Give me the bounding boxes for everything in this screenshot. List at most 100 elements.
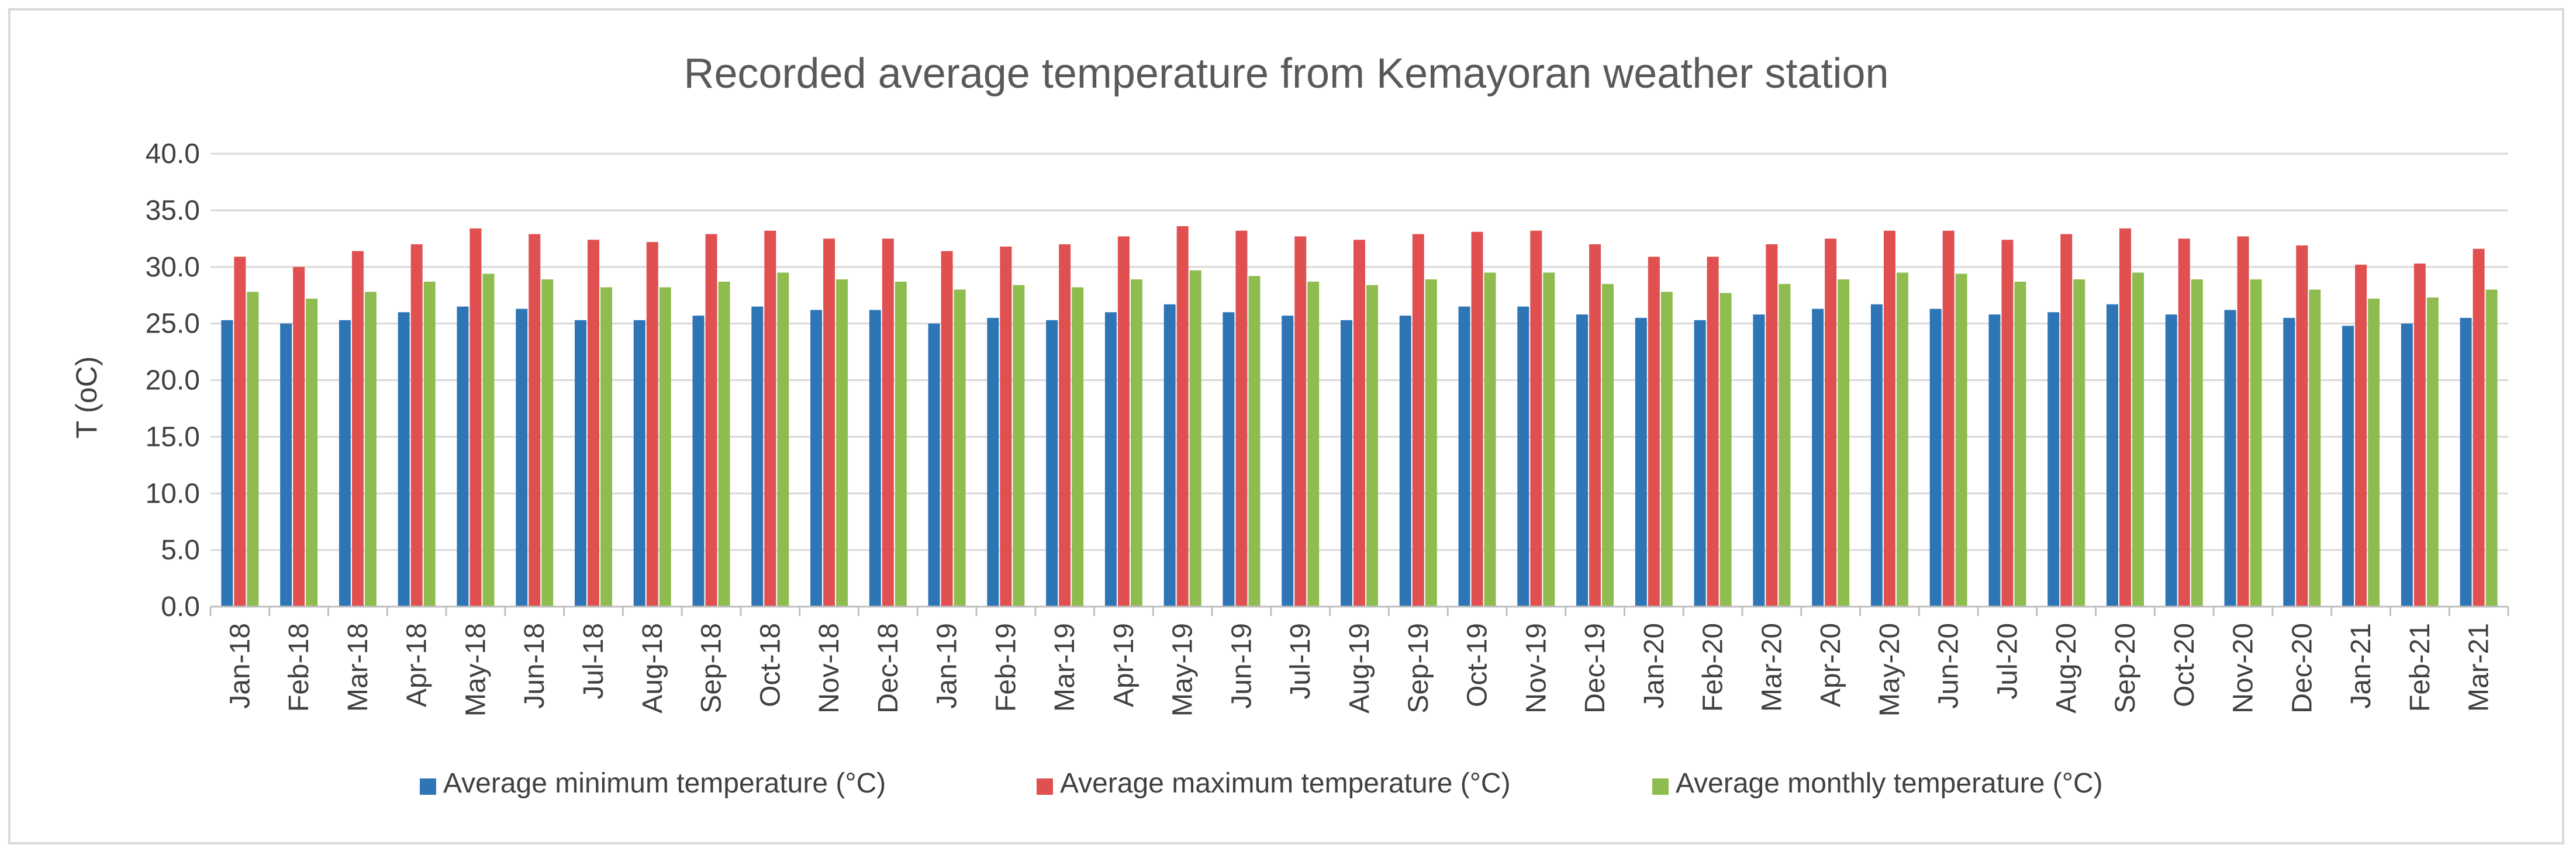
bar <box>2191 279 2203 607</box>
x-tick-label: Sep-20 <box>2110 623 2141 714</box>
chart-title: Recorded average temperature from Kemayo… <box>683 50 1888 97</box>
bar <box>2224 310 2236 607</box>
legend-swatch <box>1037 778 1053 795</box>
bar <box>941 251 953 607</box>
bar <box>1248 276 1261 607</box>
bar <box>2309 289 2321 607</box>
x-tick-label: Jan-21 <box>2346 623 2377 709</box>
bar <box>1812 309 1824 607</box>
bar <box>1753 314 1765 607</box>
bar <box>1294 236 1307 607</box>
legend-label: Average maximum temperature (°C) <box>1060 768 1511 799</box>
bar <box>529 234 541 607</box>
bar <box>1517 306 1529 607</box>
x-tick-label: Apr-19 <box>1109 623 1139 707</box>
bar <box>1484 272 1496 607</box>
bar <box>306 299 318 607</box>
legend: Average minimum temperature (°C) Average … <box>420 768 2103 799</box>
x-tick-label: Feb-21 <box>2405 623 2436 712</box>
bar <box>1130 279 1142 607</box>
bar <box>1072 287 1084 607</box>
bar <box>1000 246 1012 607</box>
bar <box>1589 244 1601 607</box>
bar <box>1707 257 1719 607</box>
x-tick-label: Dec-18 <box>873 623 904 714</box>
bar <box>1353 240 1365 607</box>
x-tick-label: Sep-18 <box>696 623 727 714</box>
x-tick-label: Mar-18 <box>343 623 374 712</box>
bar <box>1458 306 1470 607</box>
legend-swatch <box>420 778 436 795</box>
bar <box>2107 304 2118 607</box>
bar <box>1635 317 1647 607</box>
bar <box>764 230 776 607</box>
bar <box>280 323 292 607</box>
bar <box>2165 314 2177 607</box>
x-tick-label: May-19 <box>1168 623 1199 716</box>
bar <box>1223 312 1235 607</box>
x-tick-label: Aug-19 <box>1344 623 1375 714</box>
x-tick-label: Mar-21 <box>2464 623 2495 712</box>
bar <box>1870 304 1883 607</box>
x-tick-label: Jul-19 <box>1285 623 1316 700</box>
bar <box>1235 230 1248 607</box>
x-tick-label: Jul-20 <box>1992 623 2023 700</box>
y-tick-label: 15.0 <box>146 421 200 452</box>
bar <box>351 251 364 607</box>
x-tick-label: Feb-18 <box>284 623 315 712</box>
bar <box>1399 316 1411 607</box>
x-tick-label: Aug-20 <box>2051 623 2082 714</box>
bar <box>2001 240 2014 607</box>
bar <box>2060 234 2073 607</box>
bar <box>751 306 764 607</box>
x-tick-label: Jun-18 <box>519 623 550 709</box>
bar <box>1117 236 1130 607</box>
bar <box>588 240 599 607</box>
x-tick-label: May-20 <box>1874 623 1905 716</box>
bar <box>2132 272 2144 607</box>
bar <box>882 238 894 607</box>
bar <box>1955 274 1967 607</box>
x-tick-label: Jul-18 <box>578 623 609 700</box>
bar <box>410 244 423 607</box>
x-tick-label: Nov-19 <box>1521 623 1552 714</box>
bar <box>987 317 999 607</box>
bar <box>469 228 482 607</box>
bar <box>1779 283 1791 607</box>
x-axis-ticks: Jan-18 Feb-18 Mar-18 Apr-18 May-18 Jun-18 Jul-… <box>225 623 2494 716</box>
bar <box>2296 245 2308 607</box>
bar <box>2178 238 2190 607</box>
y-tick-label: 0.0 <box>161 591 200 622</box>
y-tick-label: 10.0 <box>146 478 200 509</box>
bar <box>2342 326 2354 607</box>
legend-label: Average minimum temperature (°C) <box>443 768 886 799</box>
bar <box>2250 279 2262 607</box>
bar <box>2237 236 2249 607</box>
bar <box>646 242 658 607</box>
bar <box>692 316 705 607</box>
bar <box>1896 272 1908 607</box>
bar <box>1163 304 1176 607</box>
x-tick-label: Jun-20 <box>1933 623 1964 709</box>
bar <box>718 281 730 607</box>
bar <box>339 320 351 607</box>
bar <box>2283 317 2295 607</box>
bar <box>2368 299 2380 607</box>
bar <box>1059 244 1071 607</box>
y-tick-label: 25.0 <box>146 309 200 340</box>
bar <box>1660 292 1673 607</box>
y-tick-label: 40.0 <box>146 139 200 169</box>
y-tick-label: 5.0 <box>161 535 200 566</box>
legend-label: Average monthly temperature (°C) <box>1676 768 2103 799</box>
bar <box>954 289 966 607</box>
bar <box>2473 248 2485 607</box>
bar <box>1883 230 1895 607</box>
y-tick-label: 30.0 <box>146 252 200 283</box>
bar <box>2119 228 2131 607</box>
bar <box>2355 264 2367 607</box>
x-axis <box>209 605 2509 616</box>
bar <box>516 309 528 607</box>
bar <box>1766 244 1778 607</box>
bar <box>659 287 671 607</box>
bar <box>2460 317 2472 607</box>
